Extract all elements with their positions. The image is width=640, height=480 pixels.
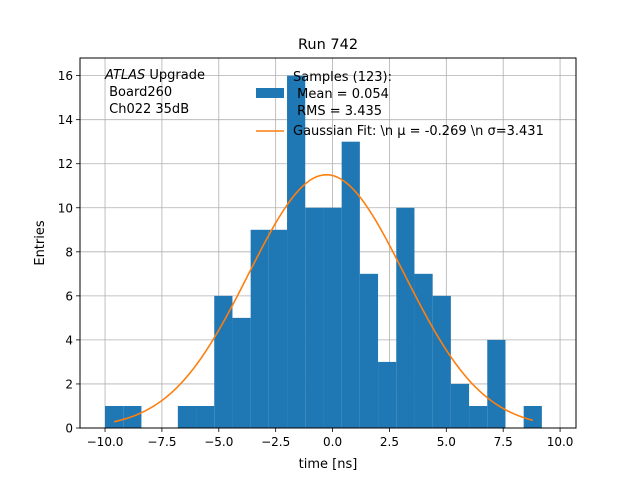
x-tick-label: 5.0 [437, 435, 456, 449]
histogram-bar [250, 229, 269, 428]
x-axis-label: time [ns] [299, 457, 358, 472]
histogram-bar [432, 295, 451, 428]
histogram-bar [305, 207, 324, 428]
y-tick-label: 14 [58, 113, 73, 127]
legend-samples-rms: RMS = 3.435 [293, 104, 382, 119]
x-tick-label: −7.5 [147, 435, 176, 449]
y-tick-label: 12 [58, 157, 73, 171]
histogram-bar [414, 273, 433, 428]
y-tick-label: 0 [65, 422, 73, 436]
y-tick-label: 8 [65, 245, 73, 259]
legend: Samples (123): Mean = 0.054 RMS = 3.435 … [256, 70, 544, 139]
atlas-annotation: ATLAS Upgrade Board260 Ch022 35dB [104, 68, 205, 117]
histogram-bar [469, 405, 488, 428]
histogram-bar [523, 405, 542, 428]
x-tick-label: −5.0 [204, 435, 233, 449]
histogram-bar [341, 141, 360, 428]
x-tick-label: −2.5 [261, 435, 290, 449]
annotation-upgrade: Upgrade [145, 68, 205, 83]
histogram-bars [105, 75, 542, 428]
y-tick-label: 10 [58, 201, 73, 215]
x-tick-label: 7.5 [494, 435, 513, 449]
y-tick-label: 16 [58, 69, 73, 83]
annotation-line-3: Ch022 35dB [105, 102, 189, 117]
histogram-bar [378, 361, 397, 428]
annotation-line-2: Board260 [105, 85, 172, 100]
y-tick-label: 2 [65, 377, 73, 391]
histogram-bar [268, 229, 288, 428]
histogram-bar [214, 295, 233, 428]
chart-title: Run 742 [298, 37, 358, 53]
histogram-bar [487, 339, 506, 428]
legend-samples-title: Samples (123): [293, 70, 392, 85]
y-axis-label: Entries [33, 220, 48, 266]
legend-samples-mean: Mean = 0.054 [293, 87, 389, 102]
y-tick-label: 4 [65, 333, 73, 347]
histogram-bar [323, 207, 342, 428]
histogram-bar [287, 75, 306, 428]
x-tick-label: 10.0 [547, 435, 574, 449]
histogram-bar [396, 207, 415, 428]
annotation-line-1: ATLAS Upgrade [104, 68, 205, 83]
x-tick-label: 2.5 [380, 435, 399, 449]
x-axis-ticks: −10.0 −7.5 −5.0 −2.5 0.0 2.5 5.0 7.5 10.0 [87, 428, 574, 449]
legend-samples-swatch [256, 88, 284, 98]
histogram-bar [105, 405, 124, 428]
plot-frame [79, 57, 577, 429]
y-axis-ticks: 0 2 4 6 8 10 12 14 16 [58, 69, 80, 436]
x-tick-label: −10.0 [87, 435, 124, 449]
histogram-bar [359, 273, 379, 428]
legend-fit-label: Gaussian Fit: \n μ = -0.269 \n σ=3.431 [293, 124, 544, 139]
histogram-bar [232, 317, 251, 428]
x-tick-label: 0.0 [323, 435, 342, 449]
histogram-bar [196, 405, 215, 428]
histogram-bar [177, 405, 197, 428]
annotation-italic: ATLAS [104, 68, 145, 83]
gaussian-fit-curve [113, 173, 533, 423]
histogram-bar [450, 383, 470, 428]
y-tick-label: 6 [65, 289, 73, 303]
